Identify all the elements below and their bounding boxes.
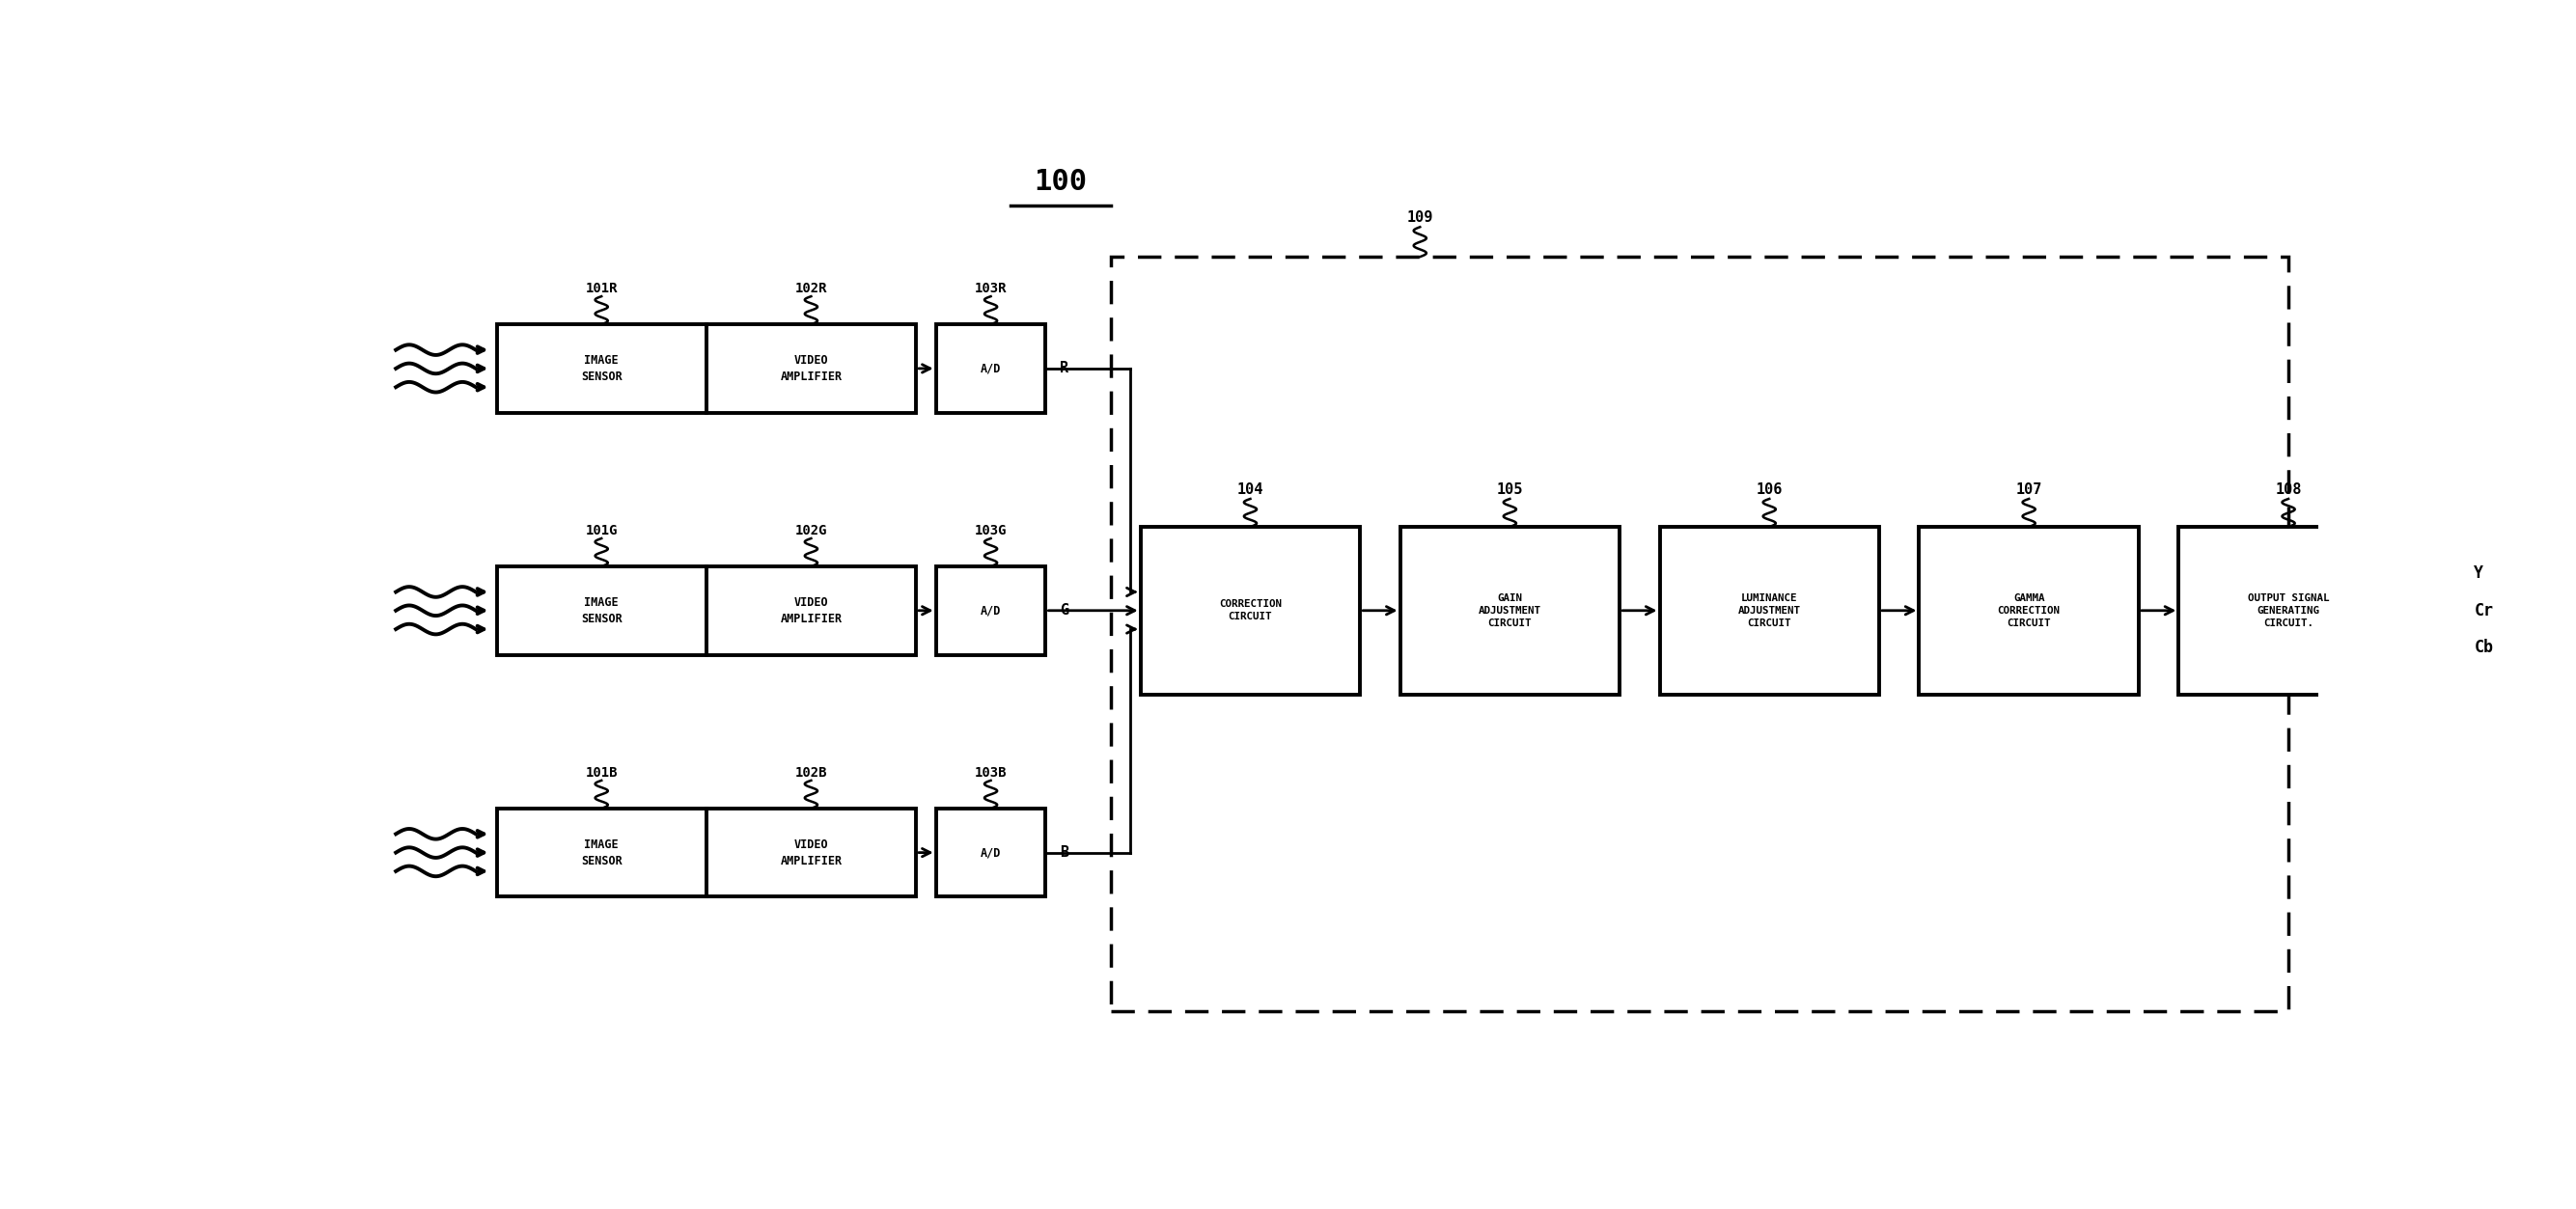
- Text: 109: 109: [1406, 210, 1432, 225]
- Text: Cb: Cb: [2473, 640, 2494, 656]
- Text: VIDEO
AMPLIFIER: VIDEO AMPLIFIER: [781, 354, 842, 383]
- Text: 107: 107: [2014, 482, 2043, 497]
- Text: 103R: 103R: [974, 282, 1007, 295]
- Text: G: G: [1059, 603, 1069, 618]
- FancyBboxPatch shape: [1659, 527, 1880, 694]
- Text: 103G: 103G: [974, 523, 1007, 538]
- FancyBboxPatch shape: [935, 324, 1046, 412]
- FancyBboxPatch shape: [935, 809, 1046, 897]
- Text: 102B: 102B: [796, 767, 827, 780]
- Text: IMAGE
SENSOR: IMAGE SENSOR: [580, 596, 623, 625]
- FancyBboxPatch shape: [1141, 527, 1360, 694]
- Text: B: B: [1059, 845, 1069, 860]
- Text: 105: 105: [1497, 482, 1522, 497]
- Text: A/D: A/D: [981, 363, 1002, 375]
- FancyBboxPatch shape: [497, 324, 706, 412]
- FancyBboxPatch shape: [706, 566, 917, 655]
- Text: A/D: A/D: [981, 846, 1002, 858]
- FancyBboxPatch shape: [706, 324, 917, 412]
- Text: 103B: 103B: [974, 767, 1007, 780]
- Text: LUMINANCE
ADJUSTMENT
CIRCUIT: LUMINANCE ADJUSTMENT CIRCUIT: [1739, 592, 1801, 629]
- FancyBboxPatch shape: [497, 809, 706, 897]
- Text: VIDEO
AMPLIFIER: VIDEO AMPLIFIER: [781, 838, 842, 867]
- Text: 104: 104: [1236, 482, 1265, 497]
- Text: 102G: 102G: [796, 523, 827, 538]
- Text: 102R: 102R: [796, 282, 827, 295]
- Text: VIDEO
AMPLIFIER: VIDEO AMPLIFIER: [781, 596, 842, 625]
- FancyBboxPatch shape: [706, 809, 917, 897]
- FancyBboxPatch shape: [935, 566, 1046, 655]
- Text: GAIN
ADJUSTMENT
CIRCUIT: GAIN ADJUSTMENT CIRCUIT: [1479, 592, 1540, 629]
- Text: 101R: 101R: [585, 282, 618, 295]
- Text: 101G: 101G: [585, 523, 618, 538]
- FancyBboxPatch shape: [2179, 527, 2398, 694]
- Text: IMAGE
SENSOR: IMAGE SENSOR: [580, 838, 623, 867]
- FancyBboxPatch shape: [1401, 527, 1620, 694]
- Text: Y: Y: [2473, 565, 2483, 582]
- Text: A/D: A/D: [981, 604, 1002, 617]
- FancyBboxPatch shape: [497, 566, 706, 655]
- Text: 106: 106: [1757, 482, 1783, 497]
- FancyBboxPatch shape: [1919, 527, 2138, 694]
- Text: IMAGE
SENSOR: IMAGE SENSOR: [580, 354, 623, 383]
- Text: 108: 108: [2275, 482, 2303, 497]
- Text: OUTPUT SIGNAL
GENERATING
CIRCUIT.: OUTPUT SIGNAL GENERATING CIRCUIT.: [2249, 592, 2329, 629]
- Text: R: R: [1059, 361, 1069, 376]
- Text: CORRECTION
CIRCUIT: CORRECTION CIRCUIT: [1218, 600, 1283, 621]
- Text: 100: 100: [1033, 168, 1087, 196]
- Text: 101B: 101B: [585, 767, 618, 780]
- Text: GAMMA
CORRECTION
CIRCUIT: GAMMA CORRECTION CIRCUIT: [1996, 592, 2061, 629]
- Text: Cr: Cr: [2473, 602, 2494, 619]
